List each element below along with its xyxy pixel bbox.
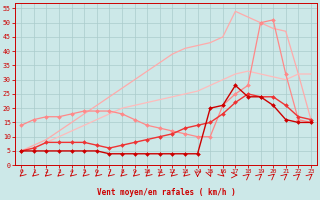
X-axis label: Vent moyen/en rafales ( km/h ): Vent moyen/en rafales ( km/h ) [97, 188, 236, 197]
